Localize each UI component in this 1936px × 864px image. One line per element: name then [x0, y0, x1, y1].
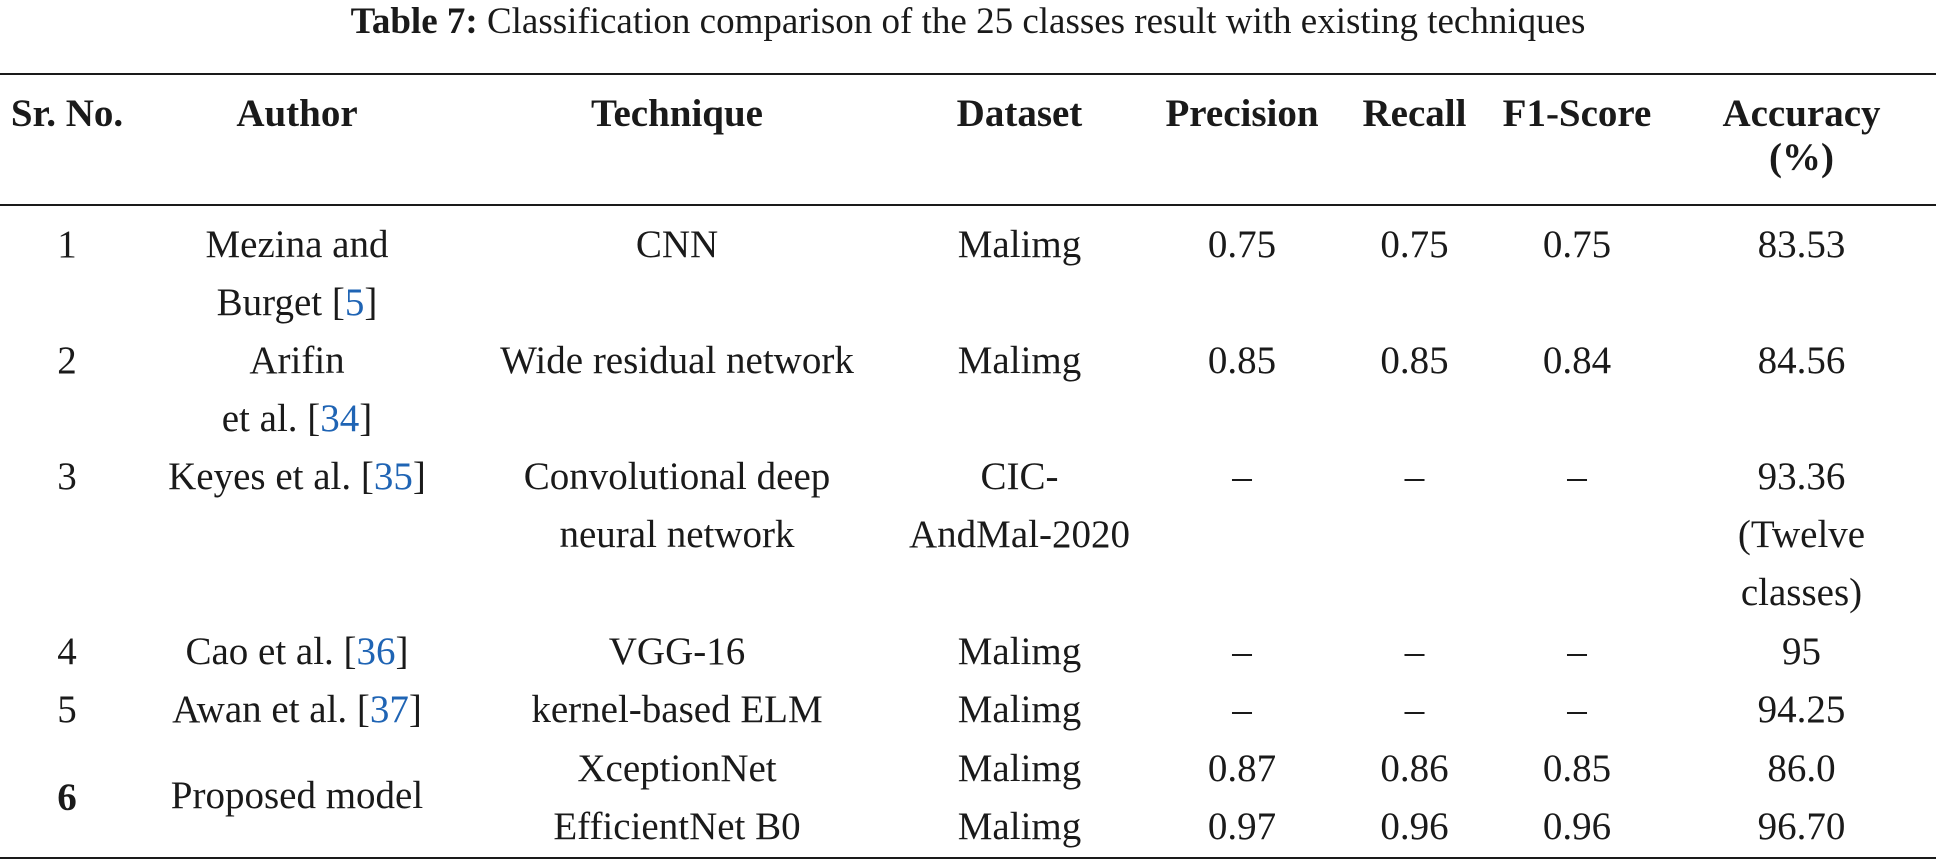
author-text: ] — [364, 281, 378, 324]
technique-line: neural network — [559, 513, 795, 556]
author-text: ] — [395, 630, 409, 673]
table-caption: Table 7: Classification comparison of th… — [0, 0, 1936, 42]
citation-link[interactable]: 5 — [344, 281, 365, 324]
row-author: Mezina and Burget [5] — [137, 216, 457, 332]
row-technique: EfficientNet B0 — [553, 805, 801, 848]
row-author: Arifin et al. [34] — [137, 332, 457, 448]
author-line: Arifin — [249, 339, 345, 382]
row-accuracy: 95 — [1782, 630, 1821, 673]
row-f1-score: – — [1567, 630, 1587, 673]
row-precision: – — [1232, 630, 1252, 673]
row-f1-score: – — [1567, 455, 1587, 498]
citation-link[interactable]: 37 — [369, 688, 409, 731]
row-sr-no: 3 — [57, 455, 77, 498]
author-text: Keyes et al. [ — [168, 455, 374, 498]
author-text: Awan et al. [ — [172, 688, 370, 731]
row-recall: – — [1404, 688, 1425, 731]
header-accuracy-line2: (%) — [1769, 136, 1834, 179]
row-author: Proposed model — [170, 774, 424, 817]
row-technique: CNN — [635, 223, 719, 266]
row-recall: 0.75 — [1380, 223, 1449, 266]
author-line: Mezina and — [205, 223, 389, 266]
row-precision: 0.75 — [1207, 223, 1277, 266]
row-technique: VGG-16 — [608, 630, 746, 673]
caption-text: Classification comparison of the 25 clas… — [486, 1, 1586, 42]
dataset-line: AndMal-2020 — [909, 513, 1130, 556]
technique-line: Convolutional deep — [523, 455, 831, 498]
row-accuracy: 83.53 — [1757, 223, 1846, 266]
accuracy-line: classes) — [1740, 571, 1863, 614]
header-dataset: Dataset — [956, 92, 1083, 135]
author-text: et al. [ — [221, 397, 321, 440]
row-dataset: Malimg — [957, 223, 1082, 266]
row-author: Awan et al. [37] — [137, 681, 457, 739]
row-dataset: Malimg — [957, 630, 1082, 673]
row-dataset: Malimg — [957, 688, 1082, 731]
row-f1-score: – — [1567, 688, 1587, 731]
header-precision: Precision — [1165, 92, 1319, 135]
row-accuracy: 93.36 (Twelve classes) — [1667, 448, 1936, 622]
accuracy-line: 93.36 — [1757, 455, 1846, 498]
row-dataset: CIC- AndMal-2020 — [897, 448, 1142, 564]
row-f1-score: 0.84 — [1542, 339, 1612, 382]
row-technique: XceptionNet — [577, 747, 777, 790]
row-accuracy: 84.56 — [1757, 339, 1846, 382]
row-f1-score: 0.96 — [1542, 805, 1612, 848]
citation-link[interactable]: 36 — [356, 630, 396, 673]
row-recall: 0.85 — [1380, 339, 1449, 382]
row-dataset: Malimg — [957, 339, 1082, 382]
bottom-rule — [0, 857, 1936, 859]
author-text: ] — [412, 455, 426, 498]
author-text: ] — [359, 397, 373, 440]
row-accuracy: 96.70 — [1757, 805, 1846, 848]
row-technique: Wide residual network — [500, 339, 854, 382]
row-technique: kernel-based ELM — [531, 688, 823, 731]
row-precision: 0.87 — [1207, 747, 1277, 790]
dataset-line: CIC- — [980, 455, 1059, 498]
header-author: Author — [236, 92, 358, 135]
row-precision: 0.85 — [1207, 339, 1277, 382]
row-f1-score: 0.85 — [1542, 747, 1612, 790]
row-sr-no: 4 — [57, 630, 77, 673]
citation-link[interactable]: 35 — [373, 455, 413, 498]
row-precision: – — [1232, 688, 1252, 731]
author-line: Burget [5] — [137, 274, 457, 332]
row-technique: Convolutional deep neural network — [457, 448, 897, 564]
top-rule — [0, 73, 1936, 75]
row-recall: – — [1404, 630, 1425, 673]
row-recall: 0.96 — [1380, 805, 1449, 848]
row-sr-no: 5 — [57, 688, 77, 731]
header-rule — [0, 204, 1936, 206]
author-text: ] — [408, 688, 422, 731]
header-technique: Technique — [591, 92, 763, 135]
header-recall: Recall — [1362, 92, 1467, 135]
header-accuracy: Accuracy (%) — [1667, 92, 1936, 180]
row-recall: 0.86 — [1380, 747, 1449, 790]
caption-label: Table 7: — [350, 1, 478, 42]
author-text: Cao et al. [ — [185, 630, 357, 673]
row-sr-no: 6 — [57, 776, 77, 819]
author-line: et al. [34] — [137, 390, 457, 448]
row-recall: – — [1404, 455, 1425, 498]
row-sr-no: 2 — [57, 339, 77, 382]
row-f1-score: 0.75 — [1542, 223, 1612, 266]
row-author: Keyes et al. [35] — [137, 448, 457, 506]
accuracy-line: (Twelve — [1737, 513, 1866, 556]
citation-link[interactable]: 34 — [320, 397, 360, 440]
row-precision: 0.97 — [1207, 805, 1277, 848]
row-precision: – — [1232, 455, 1252, 498]
row-sr-no: 1 — [57, 223, 77, 266]
header-sr-no: Sr. No. — [10, 92, 124, 135]
row-author: Cao et al. [36] — [137, 623, 457, 681]
row-dataset: Malimg — [957, 747, 1082, 790]
row-accuracy: 86.0 — [1767, 747, 1836, 790]
row-accuracy: 94.25 — [1757, 688, 1846, 731]
author-text: Burget [ — [216, 281, 345, 324]
header-accuracy-line1: Accuracy — [1722, 92, 1881, 135]
header-f1-score: F1-Score — [1502, 92, 1652, 135]
row-dataset: Malimg — [957, 805, 1082, 848]
